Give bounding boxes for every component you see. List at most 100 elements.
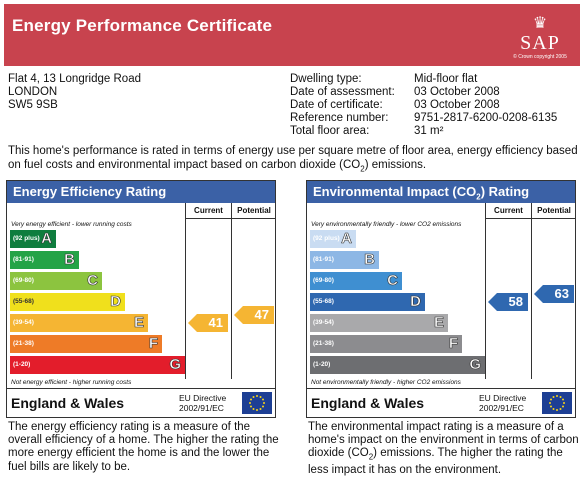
current-rating-arrow: 41 (188, 314, 228, 332)
band-g: (1-20) G (310, 356, 485, 374)
address-line: Flat 4, 13 Longridge Road (8, 73, 141, 85)
band-letter: D (110, 293, 121, 311)
detail-label: Reference number: (290, 112, 389, 124)
intro-paragraph: This home's performance is rated in term… (8, 145, 578, 174)
crown-icon: ♛ (532, 15, 548, 32)
property-address: Flat 4, 13 Longridge Road LONDON SW5 9SB (8, 73, 141, 112)
eu-directive: EU Directive 2002/91/EC (479, 393, 527, 413)
detail-value: 03 October 2008 (414, 99, 500, 111)
address-line: SW5 9SB (8, 99, 58, 111)
band-letter: F (448, 335, 459, 353)
panel-footer: England & Wales EU Directive 2002/91/EC (307, 388, 575, 417)
energy-panel-title: Energy Efficiency Rating (7, 181, 275, 203)
band-letter: C (87, 272, 98, 290)
band-letter: E (433, 314, 445, 332)
detail-row: Date of assessment: 03 October 2008 (290, 86, 557, 99)
region-label: England & Wales (11, 395, 125, 411)
top-note: Very environmentally friendly - lower CO… (311, 221, 462, 228)
band-d: (55-68) D (10, 293, 125, 311)
detail-row: Reference number: 9751-2817-6200-0208-613… (290, 112, 557, 125)
detail-value: 9751-2817-6200-0208-6135 (414, 112, 558, 124)
band-range: (81-91) (313, 256, 334, 263)
band-a: (92 plus) A (10, 230, 56, 248)
detail-value: 31 m² (414, 125, 444, 137)
energy-rating-description: The energy efficiency rating is a measur… (8, 421, 279, 473)
column-divider (231, 219, 232, 379)
band-c: (69-80) C (10, 272, 102, 290)
band-c: (69-80) C (310, 272, 402, 290)
band-f: (21-38) F (10, 335, 162, 353)
band-range: (1-20) (13, 361, 31, 368)
rating-bands: (92 plus) A (81-91) B (69-80) C (55-68) D (39-54… (310, 230, 485, 377)
detail-value: Mid-floor flat (414, 73, 478, 85)
band-range: (39-54) (313, 319, 334, 326)
eu-flag-icon (542, 392, 572, 414)
detail-label: Date of assessment: (290, 86, 395, 98)
current-rating-arrow: 58 (488, 293, 528, 311)
band-letter: F (148, 335, 159, 353)
band-range: (1-20) (313, 361, 331, 368)
environment-rating-description: The environmental impact rating is a mea… (308, 421, 579, 476)
band-g: (1-20) G (10, 356, 185, 374)
band-letter: E (133, 314, 145, 332)
band-letter: A (41, 230, 52, 248)
band-letter: G (169, 356, 181, 374)
band-d: (55-68) D (310, 293, 425, 311)
certificate-banner: Energy Performance Certificate ♛ SAP © C… (4, 4, 580, 66)
band-letter: B (64, 251, 75, 269)
certificate-title: Energy Performance Certificate (12, 16, 273, 35)
band-range: (21-38) (13, 340, 34, 347)
address-line: LONDON (8, 86, 58, 98)
environment-panel-title: Environmental Impact (CO2) Rating (307, 181, 575, 203)
band-range: (21-38) (313, 340, 334, 347)
detail-row: Date of certificate: 03 October 2008 (290, 99, 557, 112)
certificate-details: Dwelling type: Mid-floor flat Date of ass… (290, 73, 557, 138)
eu-directive: EU Directive 2002/91/EC (179, 393, 227, 413)
band-range: (92 plus) (13, 235, 40, 242)
band-letter: A (341, 230, 352, 248)
detail-label: Date of certificate: (290, 99, 383, 111)
band-f: (21-38) F (310, 335, 462, 353)
band-range: (81-91) (13, 256, 34, 263)
band-range: (55-68) (13, 298, 34, 305)
band-e: (39-54) E (10, 314, 148, 332)
detail-row: Total floor area: 31 m² (290, 125, 557, 138)
band-range: (92 plus) (313, 235, 340, 242)
band-range: (39-54) (13, 319, 34, 326)
band-e: (39-54) E (310, 314, 448, 332)
detail-label: Dwelling type: (290, 73, 362, 85)
region-label: England & Wales (311, 395, 425, 411)
column-divider (531, 219, 532, 379)
bottom-note: Not energy efficient - higher running co… (11, 379, 132, 386)
rating-bands: (92 plus) A (81-91) B (69-80) C (55-68) D (39-54… (10, 230, 185, 377)
potential-column-header: Potential (531, 203, 576, 219)
detail-label: Total floor area: (290, 125, 370, 137)
band-letter: D (410, 293, 421, 311)
band-b: (81-91) B (10, 251, 79, 269)
potential-rating-arrow: 63 (534, 285, 574, 303)
environmental-impact-panel: Environmental Impact (CO2) Rating Curren… (306, 180, 576, 418)
top-note: Very energy efficient - lower running co… (11, 221, 132, 228)
sap-logo: ♛ SAP © Crown copyright 2005 (508, 16, 572, 62)
band-range: (55-68) (313, 298, 334, 305)
column-divider (485, 219, 486, 379)
eu-flag-icon (242, 392, 272, 414)
current-column-header: Current (185, 203, 231, 219)
detail-value: 03 October 2008 (414, 86, 500, 98)
current-column-header: Current (485, 203, 531, 219)
column-divider (185, 219, 186, 379)
band-range: (69-80) (13, 277, 34, 284)
band-range: (69-80) (313, 277, 334, 284)
potential-column-header: Potential (231, 203, 276, 219)
bottom-note: Not environmentally friendly - higher CO… (311, 379, 461, 386)
energy-efficiency-panel: Energy Efficiency Rating Current Potenti… (6, 180, 276, 418)
detail-row: Dwelling type: Mid-floor flat (290, 73, 557, 86)
band-letter: B (364, 251, 375, 269)
sap-copyright: © Crown copyright 2005 (513, 54, 567, 60)
band-b: (81-91) B (310, 251, 379, 269)
band-a: (92 plus) A (310, 230, 356, 248)
panel-footer: England & Wales EU Directive 2002/91/EC (7, 388, 275, 417)
band-letter: C (387, 272, 398, 290)
band-letter: G (469, 356, 481, 374)
potential-rating-arrow: 47 (234, 306, 274, 324)
